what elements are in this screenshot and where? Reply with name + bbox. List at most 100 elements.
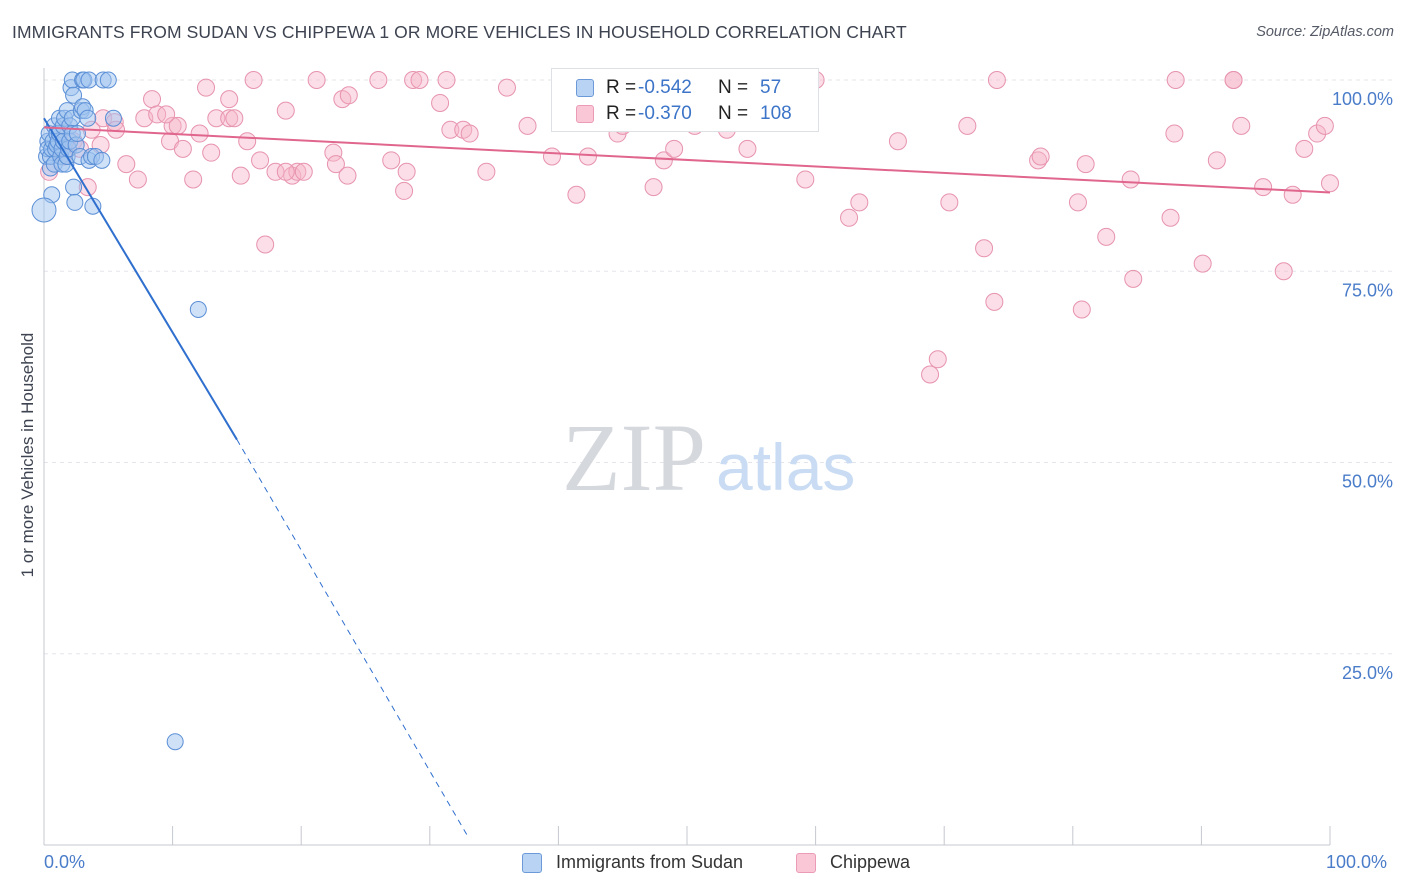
chippewa-point xyxy=(477,162,496,181)
chippewa-point xyxy=(1274,262,1293,281)
chippewa-point xyxy=(1224,71,1243,89)
chippewa-point xyxy=(940,193,959,212)
sudan-point xyxy=(93,151,111,169)
chippewa-point xyxy=(1031,147,1050,166)
sudan-trend-line xyxy=(43,117,238,441)
chippewa-point xyxy=(266,162,285,181)
chippewa-point xyxy=(202,143,221,162)
x-tick-right: 100.0% xyxy=(1326,852,1388,872)
chippewa-point xyxy=(339,86,358,105)
chippewa-point xyxy=(985,292,1004,311)
sudan-points xyxy=(31,71,207,751)
chippewa-point xyxy=(1254,178,1273,197)
chippewa-point xyxy=(326,155,345,174)
chippewa-point xyxy=(143,90,162,109)
chippewa-point xyxy=(1166,71,1185,89)
chippewa-points xyxy=(40,71,1339,384)
y-tick-label: 75.0% xyxy=(1342,280,1393,300)
chippewa-point xyxy=(173,139,192,158)
legend-row-sudan: R = -0.542 N = 57 xyxy=(576,76,781,100)
chippewa-point xyxy=(197,78,216,97)
chippewa-point xyxy=(369,71,388,89)
chippewa-point xyxy=(338,166,357,185)
chippewa-point xyxy=(975,239,994,258)
legend-item-sudan[interactable]: Immigrants from Sudan xyxy=(522,852,743,873)
chippewa-point xyxy=(441,120,460,139)
chippewa-point xyxy=(251,151,270,170)
legend-item-chippewa[interactable]: Chippewa xyxy=(796,852,910,873)
legend-row-chippewa: R = -0.370 N = 108 xyxy=(576,102,792,126)
chippewa-point xyxy=(128,170,147,189)
sudan-r-value: -0.542 xyxy=(638,77,692,98)
watermark: ZIP atlas xyxy=(562,404,855,511)
legend-label-sudan: Immigrants from Sudan xyxy=(556,852,744,872)
chippewa-point xyxy=(1165,124,1184,143)
chippewa-point xyxy=(117,155,136,174)
chippewa-point xyxy=(256,235,275,254)
trend-lines xyxy=(43,117,1331,838)
chippewa-point xyxy=(796,170,815,189)
chippewa-point xyxy=(238,132,257,151)
chippewa-point xyxy=(220,109,239,128)
y-tick-label: 100.0% xyxy=(1332,89,1393,109)
chippewa-point xyxy=(644,178,663,197)
chippewa-point xyxy=(294,162,313,181)
chippewa-point xyxy=(404,71,423,89)
legend-swatch-chippewa xyxy=(796,852,816,873)
chippewa-point xyxy=(578,147,597,166)
chippewa-point xyxy=(410,71,429,89)
chippewa-r-value: -0.370 xyxy=(638,103,692,124)
chippewa-point xyxy=(148,105,167,124)
chippewa-point xyxy=(567,185,586,204)
sudan-point xyxy=(99,71,117,89)
chippewa-point xyxy=(1308,124,1327,143)
chippewa-point xyxy=(921,365,940,384)
sudan-point xyxy=(80,71,98,89)
chippewa-point xyxy=(395,181,414,200)
sudan-point xyxy=(66,193,84,211)
chippewa-point xyxy=(324,143,343,162)
chippewa-point xyxy=(987,71,1006,89)
chart-title: IMMIGRANTS FROM SUDAN VS CHIPPEWA 1 OR M… xyxy=(12,22,907,42)
y-tick-labels: 25.0% 50.0% 75.0% 100.0% xyxy=(1332,89,1393,683)
chippewa-point xyxy=(220,90,239,109)
chippewa-point xyxy=(497,78,516,97)
sudan-n-value: 57 xyxy=(760,77,782,98)
sudan-point xyxy=(166,733,184,751)
chippewa-point xyxy=(1295,139,1314,158)
chippewa-point xyxy=(437,71,456,89)
legend-swatch-sudan xyxy=(522,852,542,873)
chippewa-point xyxy=(190,124,209,143)
chippewa-point xyxy=(397,162,416,181)
chippewa-point xyxy=(1207,151,1226,170)
chippewa-point xyxy=(157,105,176,124)
chippewa-point xyxy=(1072,300,1091,319)
chippewa-trend-line xyxy=(43,126,1331,194)
chippewa-point xyxy=(460,124,479,143)
chippewa-point xyxy=(276,162,295,181)
series-legend: Immigrants from Sudan Chippewa xyxy=(0,852,1406,878)
chippewa-point xyxy=(184,170,203,189)
sudan-point xyxy=(79,109,97,127)
sudan-trend-extension xyxy=(236,439,469,838)
chippewa-point xyxy=(654,151,673,170)
chippewa-point xyxy=(665,139,684,158)
chippewa-point xyxy=(1068,193,1087,212)
sudan-point xyxy=(189,301,207,318)
chippewa-point xyxy=(518,116,537,135)
chippewa-point xyxy=(1097,227,1116,246)
sudan-n-label: N = xyxy=(718,77,749,98)
chippewa-point xyxy=(1321,174,1339,193)
chippewa-point xyxy=(958,116,977,135)
grid-lines xyxy=(44,79,1392,655)
x-tick-left: 0.0% xyxy=(44,852,86,872)
chippewa-point xyxy=(207,109,226,128)
y-tick-label: 25.0% xyxy=(1342,663,1393,683)
chippewa-point xyxy=(1124,269,1143,288)
chippewa-point xyxy=(1193,254,1212,273)
chippewa-point xyxy=(542,147,561,166)
source-note: Source: ZipAtlas.com xyxy=(1256,24,1394,40)
watermark-atlas: atlas xyxy=(716,430,855,504)
axes xyxy=(43,68,1331,846)
